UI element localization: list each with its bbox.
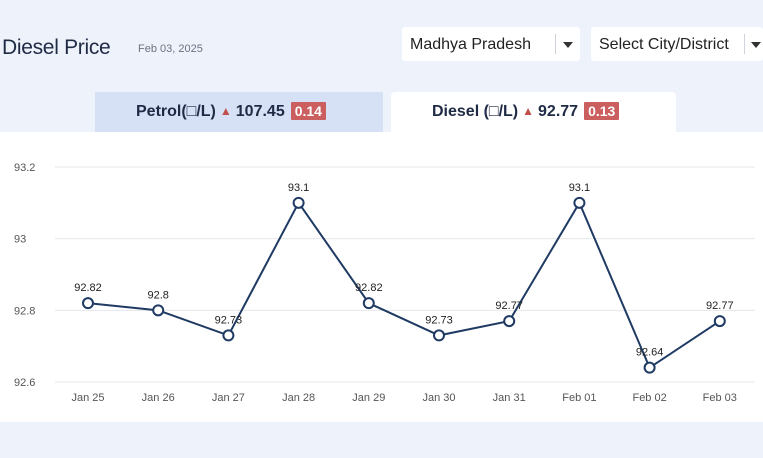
tab-petrol[interactable]: Petrol(□/L) ▲ 107.45 0.14 (95, 92, 383, 132)
data-point[interactable] (152, 304, 165, 317)
page-title: Diesel Price (2, 36, 111, 59)
data-point[interactable] (503, 315, 516, 328)
data-label: 92.64 (636, 347, 664, 359)
price-line-chart: 92.6 92.8 93 93.2 Jan 25 Jan 26 Jan 27 Jan 28 Ja… (14, 162, 755, 404)
state-select[interactable]: Madhya Pradesh (402, 27, 580, 61)
chart-panel: 92.6 92.8 93 93.2 Jan 25 Jan 26 Jan 27 Jan 28 Ja… (0, 132, 763, 422)
x-tick-label: Feb 03 (703, 392, 737, 404)
up-arrow-icon: ▲ (522, 104, 535, 118)
x-tick-label: Jan 31 (493, 392, 526, 404)
x-tick-label: Jan 29 (352, 392, 385, 404)
x-tick-label: Jan 25 (71, 392, 104, 404)
x-tick-label: Jan 30 (422, 392, 455, 404)
tab-diesel-label: Diesel (□/L) (432, 103, 519, 120)
select-divider (555, 34, 556, 54)
data-label: 93.1 (569, 182, 590, 194)
tab-petrol-price: 107.45 (235, 103, 285, 120)
select-divider (744, 34, 745, 54)
x-tick-label: Jan 26 (142, 392, 175, 404)
x-tick-label: Jan 27 (212, 392, 245, 404)
bottom-strip (0, 436, 763, 458)
data-point[interactable] (292, 196, 305, 209)
data-point[interactable] (222, 329, 235, 342)
data-label: 92.82 (74, 282, 102, 294)
tab-petrol-label: Petrol(□/L) (136, 103, 216, 120)
x-tick-label: Jan 28 (282, 392, 315, 404)
data-label: 92.8 (147, 289, 168, 301)
data-point[interactable] (433, 329, 445, 342)
data-label: 92.73 (215, 314, 243, 326)
y-tick-label: 93 (14, 234, 26, 246)
data-point[interactable] (573, 196, 586, 209)
data-point[interactable] (362, 297, 375, 310)
data-label: 93.1 (288, 182, 309, 194)
data-point[interactable] (82, 297, 94, 310)
city-select-label: Select City/District (599, 36, 729, 53)
tab-diesel[interactable]: Diesel (□/L) ▲ 92.77 0.13 (391, 92, 676, 132)
page-date: Feb 03, 2025 (138, 43, 203, 55)
y-tick-label: 93.2 (14, 162, 35, 174)
city-select[interactable]: Select City/District (591, 27, 763, 61)
tab-diesel-price: 92.77 (538, 103, 579, 120)
series-line (87, 200, 721, 370)
up-arrow-icon: ▲ (219, 104, 232, 118)
state-select-label: Madhya Pradesh (410, 36, 531, 53)
chevron-down-icon[interactable] (751, 42, 761, 48)
data-point[interactable] (713, 315, 726, 328)
x-tick-label: Feb 01 (562, 392, 596, 404)
x-tick-label: Feb 02 (632, 392, 666, 404)
data-point[interactable] (643, 361, 656, 374)
data-label: 92.77 (706, 300, 734, 312)
change-badge: 0.14 (290, 102, 326, 120)
header-bar: Diesel Price Feb 03, 2025 Madhya Pradesh… (0, 0, 763, 92)
data-label: 92.73 (425, 314, 453, 326)
data-label: 92.82 (355, 282, 383, 294)
change-badge: 0.13 (584, 102, 620, 120)
chevron-down-icon[interactable] (563, 42, 573, 48)
y-tick-label: 92.6 (14, 377, 35, 389)
data-label: 92.77 (495, 300, 523, 312)
y-tick-label: 92.8 (14, 305, 35, 317)
